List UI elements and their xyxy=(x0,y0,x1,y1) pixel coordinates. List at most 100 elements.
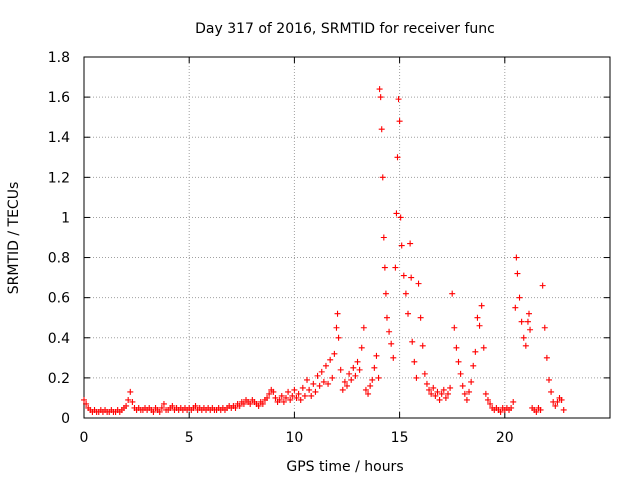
data-point xyxy=(514,270,521,277)
data-point xyxy=(354,358,361,365)
data-point xyxy=(308,392,315,399)
data-point xyxy=(282,394,289,401)
data-point xyxy=(408,274,415,281)
data-point xyxy=(478,302,485,309)
data-point xyxy=(463,396,470,403)
data-point xyxy=(297,396,304,403)
data-point xyxy=(352,372,359,379)
data-point xyxy=(362,386,369,393)
data-point xyxy=(428,390,435,397)
data-point xyxy=(339,386,346,393)
data-point xyxy=(83,400,90,407)
x-tick-label: 10 xyxy=(285,430,303,446)
data-point xyxy=(344,382,350,389)
data-point xyxy=(160,400,167,407)
data-point xyxy=(386,328,393,335)
data-point xyxy=(337,366,344,373)
data-point xyxy=(398,242,405,249)
data-point xyxy=(449,290,456,297)
data-point xyxy=(325,380,332,387)
y-tick-label: 1.8 xyxy=(48,50,70,66)
data-point xyxy=(123,402,130,409)
data-point xyxy=(365,390,372,397)
data-point xyxy=(299,384,306,391)
data-point xyxy=(552,402,559,409)
data-point xyxy=(272,394,279,401)
data-point xyxy=(480,344,487,351)
data-point xyxy=(440,386,447,393)
data-point xyxy=(377,94,384,101)
data-point xyxy=(461,390,468,397)
data-point xyxy=(301,392,308,399)
x-tick-label: 20 xyxy=(496,430,514,446)
data-point xyxy=(378,126,385,133)
data-point xyxy=(419,342,426,349)
data-point xyxy=(487,400,494,407)
data-point xyxy=(453,344,460,351)
data-point xyxy=(474,314,481,321)
axis-ticks: 0 5 10 15 20 0 0.2 0.4 0.6 0.8 1 1.2 1.4 1.6 1.8 xyxy=(48,50,610,446)
data-point xyxy=(447,384,454,391)
data-point xyxy=(405,310,412,317)
data-point xyxy=(442,394,449,401)
data-point xyxy=(396,118,403,125)
data-point xyxy=(192,402,199,409)
data-point xyxy=(432,392,439,399)
data-point xyxy=(293,394,300,401)
data-point xyxy=(232,404,239,411)
y-tick-label: 1.4 xyxy=(48,130,70,146)
x-tick-label: 0 xyxy=(80,430,89,446)
data-point xyxy=(537,406,544,413)
data-point xyxy=(392,264,399,271)
data-point xyxy=(466,388,473,395)
data-point xyxy=(476,322,483,329)
y-tick-label: 0.8 xyxy=(48,251,70,267)
y-tick-label: 0.2 xyxy=(48,371,70,387)
data-point xyxy=(390,354,397,361)
data-point xyxy=(539,282,546,289)
data-point xyxy=(436,396,443,403)
data-point xyxy=(484,396,491,403)
data-point xyxy=(451,324,458,331)
data-point xyxy=(455,358,462,365)
y-tick-label: 1.6 xyxy=(48,90,70,106)
data-point xyxy=(380,234,387,241)
data-point xyxy=(434,388,441,395)
data-point xyxy=(525,310,532,317)
data-point xyxy=(409,338,416,345)
data-point xyxy=(541,324,548,331)
data-point xyxy=(127,388,134,395)
data-point xyxy=(393,210,400,217)
data-point xyxy=(312,388,319,395)
data-point xyxy=(333,324,340,331)
data-point xyxy=(335,334,342,341)
data-point xyxy=(381,264,388,271)
data-point xyxy=(520,334,527,341)
data-point xyxy=(270,388,277,395)
data-point xyxy=(421,370,428,377)
data-point xyxy=(125,396,132,403)
data-point xyxy=(402,290,409,297)
y-tick-label: 1.2 xyxy=(48,170,70,186)
data-point xyxy=(310,380,317,387)
data-point xyxy=(457,370,464,377)
data-point xyxy=(371,364,378,371)
data-point xyxy=(341,378,348,385)
data-point xyxy=(472,348,479,355)
data-point xyxy=(533,408,540,415)
data-point xyxy=(423,380,430,387)
data-point xyxy=(350,364,357,371)
data-point xyxy=(518,318,525,325)
data-point xyxy=(346,370,353,377)
data-point xyxy=(397,214,404,221)
data-point xyxy=(320,378,327,385)
data-point xyxy=(255,402,262,409)
data-point xyxy=(236,402,243,409)
data-point xyxy=(554,398,561,405)
grid-lines xyxy=(84,57,610,418)
data-point xyxy=(379,174,386,181)
data-point xyxy=(468,378,475,385)
data-point xyxy=(508,404,515,411)
data-point xyxy=(376,86,383,93)
